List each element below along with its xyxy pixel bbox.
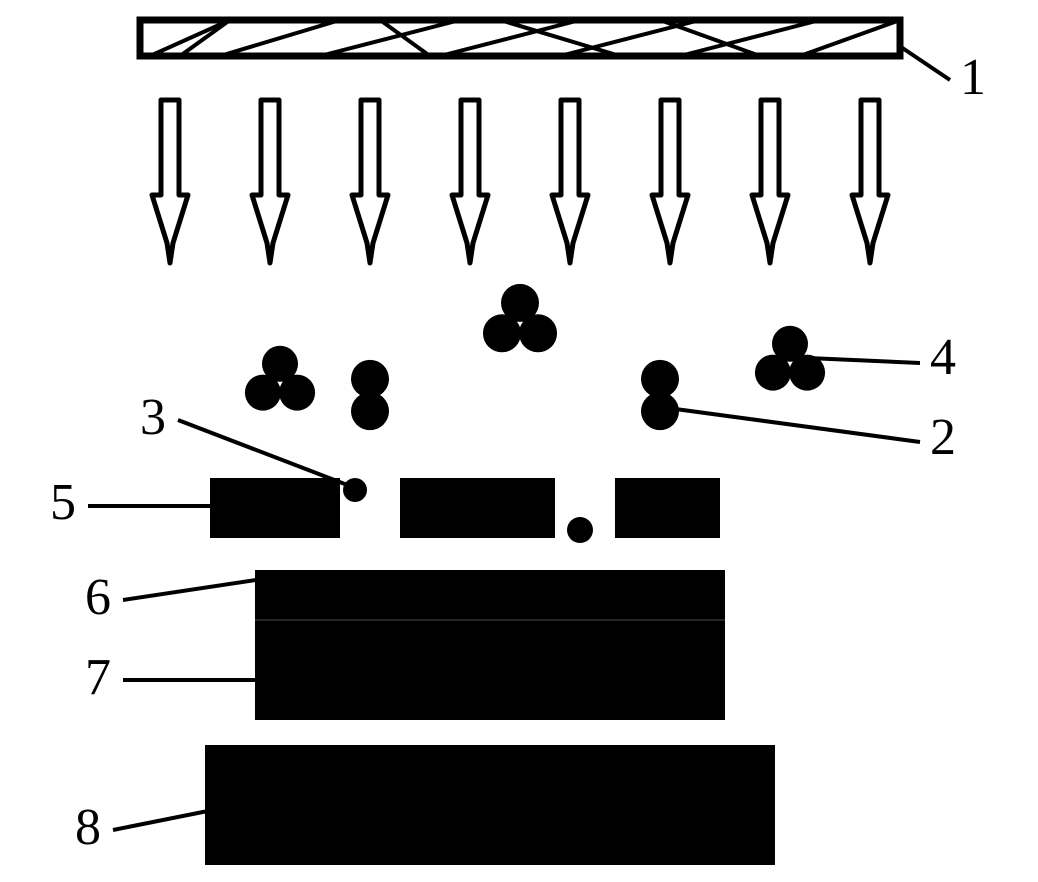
label-5: 5 (50, 473, 76, 532)
label-1: 1 (960, 48, 986, 107)
label-6: 6 (85, 568, 111, 627)
label-8: 8 (75, 798, 101, 857)
label-7: 7 (85, 648, 111, 707)
label-2: 2 (930, 408, 956, 467)
label-4: 4 (930, 328, 956, 387)
label-3: 3 (140, 388, 166, 447)
